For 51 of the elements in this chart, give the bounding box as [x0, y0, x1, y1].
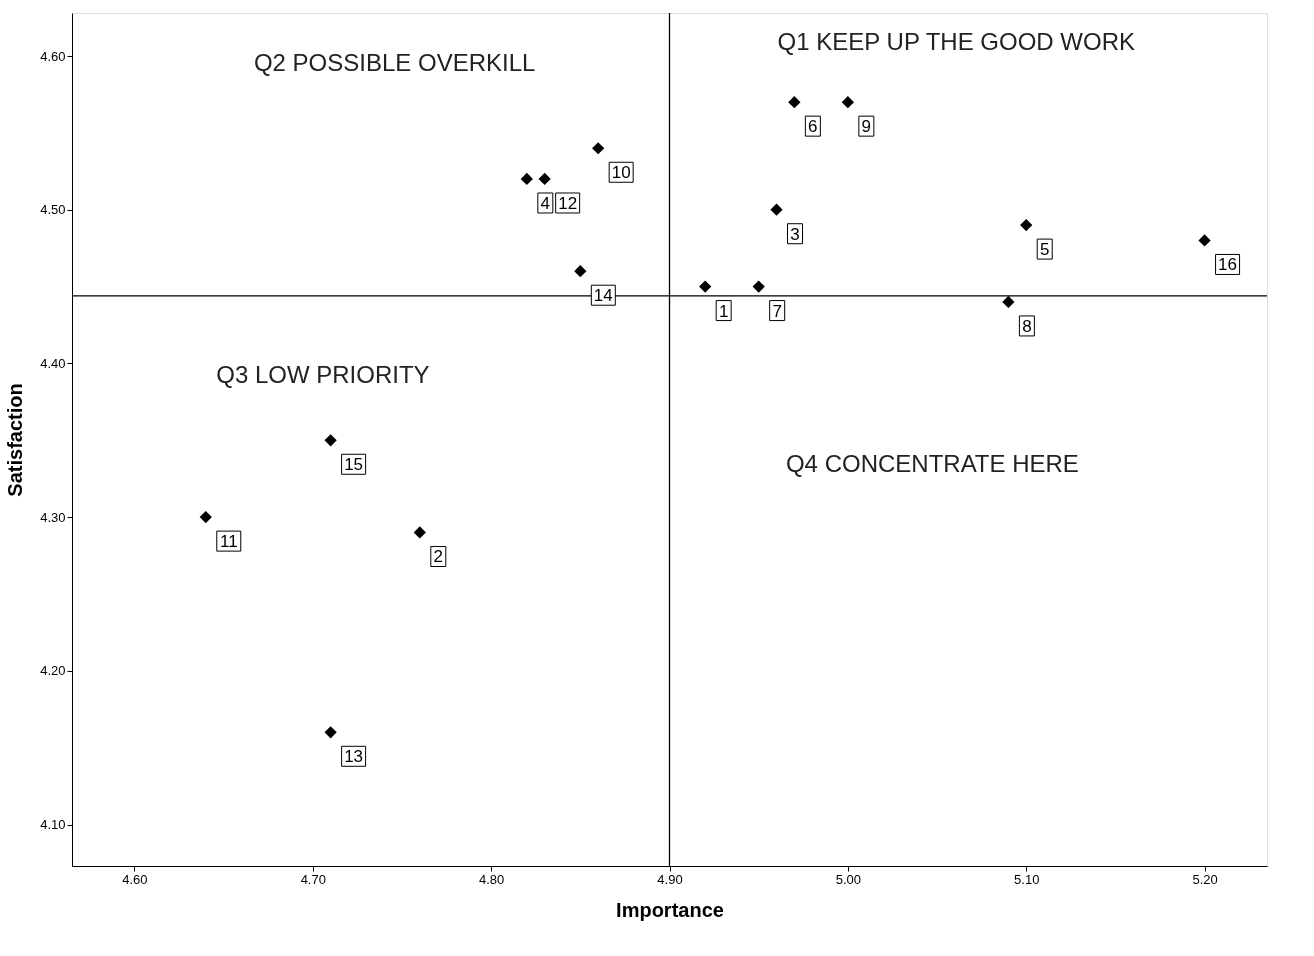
- point: [1002, 295, 1015, 309]
- y-tick-label: 4.10: [40, 817, 66, 832]
- annotation: 3: [790, 224, 800, 244]
- point: [1020, 218, 1033, 232]
- annotation: 13: [344, 747, 364, 767]
- point: [324, 726, 337, 739]
- y-axis-title: Satisfaction: [4, 383, 27, 497]
- annotation: Q1 KEEP UP THE GOOD WORK: [777, 27, 1136, 55]
- y-tick-label: 4.20: [40, 663, 66, 679]
- annotation: Q2 POSSIBLE OVERKILL: [253, 49, 536, 77]
- annotation: 14: [593, 286, 613, 306]
- point: [199, 510, 212, 524]
- x-tick-label: 5.00: [835, 871, 862, 887]
- y-tick-label: 4.40: [40, 355, 66, 371]
- annotation: 16: [1218, 255, 1238, 275]
- y-tick-label: 4.50: [40, 202, 66, 218]
- x-tick-label: 5.20: [1192, 871, 1218, 887]
- x-tick-label: 4.60: [122, 871, 148, 887]
- annotation: 7: [772, 301, 782, 321]
- annotation: Q4 CONCENTRATE HERE: [785, 450, 1079, 478]
- point: [841, 96, 854, 109]
- annotation: 9: [861, 117, 872, 137]
- y-tick-label: 4.30: [40, 509, 66, 525]
- annotation: 5: [1039, 240, 1050, 260]
- point: [520, 172, 533, 186]
- x-tick-label: 4.80: [478, 871, 505, 887]
- point: [324, 434, 337, 447]
- x-axis-title: Importance: [616, 898, 724, 921]
- annotation: 6: [808, 117, 818, 137]
- y-tick-label: 4.60: [40, 48, 66, 64]
- annotation: 2: [433, 547, 444, 567]
- annotation: 10: [611, 163, 631, 183]
- point: [752, 280, 765, 293]
- annotation: 8: [1022, 316, 1032, 336]
- point: [413, 526, 426, 539]
- annotation: 4: [540, 193, 551, 213]
- point: [699, 280, 712, 293]
- point: [538, 172, 551, 186]
- annotation: 11: [219, 532, 238, 552]
- x-tick-label: 5.10: [1014, 871, 1040, 887]
- point: [1198, 234, 1211, 247]
- point: [788, 96, 801, 109]
- annotation: Q3 LOW PRIORITY: [216, 360, 430, 388]
- annotation: 15: [344, 455, 364, 475]
- point: [592, 142, 605, 155]
- point: [770, 203, 783, 216]
- annotation: 12: [558, 193, 578, 213]
- point: [574, 265, 587, 278]
- x-tick-label: 4.90: [657, 871, 683, 887]
- annotation: 1: [718, 301, 729, 321]
- x-tick-label: 4.70: [300, 871, 326, 887]
